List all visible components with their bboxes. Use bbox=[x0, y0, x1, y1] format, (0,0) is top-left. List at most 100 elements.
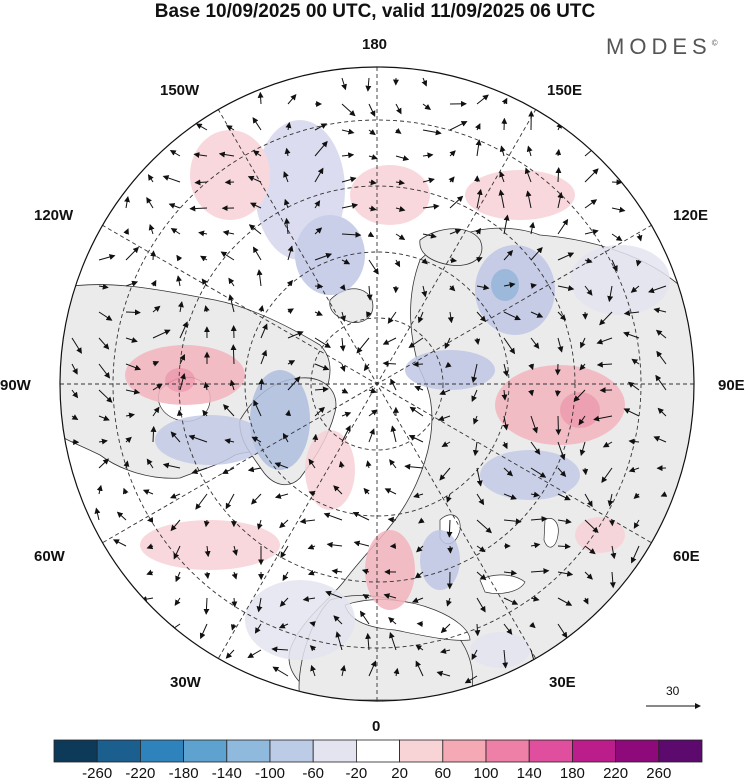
wind-arrow bbox=[368, 259, 379, 275]
wind-arrow bbox=[179, 354, 185, 365]
colorbar-swatch bbox=[139, 739, 184, 763]
wind-arrow bbox=[579, 363, 586, 371]
wind-arrow bbox=[449, 257, 458, 264]
colorbar-tick-label: 260 bbox=[646, 765, 672, 782]
wind-arrow bbox=[499, 170, 505, 183]
wind-arrow bbox=[446, 597, 452, 607]
wind-arrow bbox=[285, 121, 292, 131]
wind-arrow bbox=[422, 103, 432, 111]
wind-arrow bbox=[395, 155, 410, 162]
wind-arrow bbox=[440, 623, 451, 634]
wind-arrow bbox=[152, 305, 161, 313]
lon-label-90w: 90W bbox=[0, 377, 31, 394]
wind-arrow bbox=[179, 373, 186, 391]
wind-arrow bbox=[584, 229, 599, 235]
wind-arrow bbox=[203, 381, 210, 391]
wind-arrow bbox=[247, 649, 262, 659]
wind-arrow bbox=[582, 597, 589, 605]
wind-arrow bbox=[249, 202, 262, 209]
wind-arrow bbox=[202, 409, 209, 417]
lon-label-150w: 150W bbox=[160, 82, 200, 99]
wind-arrow bbox=[168, 203, 181, 209]
lon-label-90e: 90E bbox=[718, 377, 745, 394]
wind-arrow bbox=[247, 466, 262, 473]
wind-arrow bbox=[335, 631, 343, 651]
wind-arrow bbox=[584, 199, 598, 209]
colorbar-tick-label: 60 bbox=[434, 765, 452, 782]
wind-arrow bbox=[368, 103, 376, 117]
wind-arrow bbox=[501, 389, 508, 401]
wind-arrow bbox=[253, 399, 262, 417]
wind-arrow bbox=[353, 540, 370, 547]
wind-arrow bbox=[368, 154, 378, 160]
wind-arrow bbox=[394, 259, 401, 268]
wind-arrow bbox=[628, 438, 640, 445]
wind-arrow bbox=[366, 311, 372, 318]
wind-arrow bbox=[557, 467, 567, 478]
wind-arrow bbox=[474, 337, 481, 345]
wind-arrow bbox=[404, 463, 424, 470]
wind-arrow bbox=[98, 438, 108, 445]
wind-arrow bbox=[528, 389, 535, 397]
wind-arrow bbox=[326, 541, 343, 548]
wind-arrow bbox=[441, 441, 451, 448]
wind-arrow bbox=[146, 458, 154, 469]
colorbar-swatch bbox=[53, 739, 98, 763]
wind-arrow bbox=[98, 283, 109, 290]
wind-arrow bbox=[446, 519, 453, 538]
wind-arrow bbox=[260, 323, 268, 339]
wind-arrow bbox=[471, 363, 478, 383]
wind-arrow bbox=[314, 337, 331, 348]
wind-arrow bbox=[449, 228, 462, 235]
wind-arrow bbox=[94, 507, 101, 521]
wind-arrow bbox=[657, 407, 667, 417]
colorbar-swatch bbox=[528, 739, 573, 763]
wind-arrow bbox=[476, 467, 483, 487]
wind-arrow bbox=[341, 152, 355, 159]
wind-arrow bbox=[146, 569, 154, 576]
wind-arrow bbox=[439, 467, 451, 481]
wind-arrow bbox=[557, 311, 567, 321]
caspian-sea bbox=[543, 518, 559, 548]
colorbar-swatch bbox=[442, 739, 487, 763]
wind-arrow bbox=[341, 231, 362, 238]
wind-arrow bbox=[446, 493, 452, 503]
wind-arrow bbox=[393, 667, 400, 677]
wind-arrow bbox=[176, 409, 183, 417]
wind-arrow bbox=[414, 571, 424, 579]
wind-arrow bbox=[415, 660, 424, 677]
wind-arrow bbox=[125, 412, 135, 419]
wind-arrow bbox=[125, 309, 141, 316]
wind-arrow bbox=[231, 597, 238, 608]
wind-arrow bbox=[169, 493, 181, 499]
wind-arrow bbox=[557, 252, 575, 261]
wind-arrow bbox=[653, 307, 667, 314]
wind-arrow bbox=[204, 571, 211, 580]
wind-arrow bbox=[503, 623, 513, 635]
wind-arrow bbox=[224, 438, 235, 445]
wind-arrow bbox=[390, 378, 397, 391]
wind-arrow bbox=[530, 595, 540, 602]
colorbar-tick-label: 180 bbox=[559, 765, 585, 782]
wind-arrow bbox=[225, 649, 235, 659]
wind-arrow bbox=[341, 387, 349, 394]
wind-arrow bbox=[174, 597, 181, 606]
wind-arrow bbox=[314, 406, 325, 417]
wind-arrow bbox=[415, 644, 424, 651]
wind-arrow bbox=[416, 545, 424, 553]
wind-arrow bbox=[147, 174, 154, 183]
graticule bbox=[60, 67, 694, 701]
wind-arrow bbox=[142, 489, 154, 495]
wind-arrow bbox=[417, 311, 424, 324]
wind-arrow bbox=[341, 176, 357, 183]
wind-arrow bbox=[653, 436, 667, 443]
colorbar-swatch bbox=[96, 739, 141, 763]
wind-arrow bbox=[193, 151, 208, 158]
wind-arrow bbox=[473, 415, 479, 425]
wind-arrow bbox=[341, 258, 351, 265]
wind-arrow bbox=[530, 467, 547, 478]
wind-arrow bbox=[146, 543, 154, 550]
wind-arrow bbox=[368, 205, 377, 212]
wind-arrow bbox=[557, 191, 564, 209]
